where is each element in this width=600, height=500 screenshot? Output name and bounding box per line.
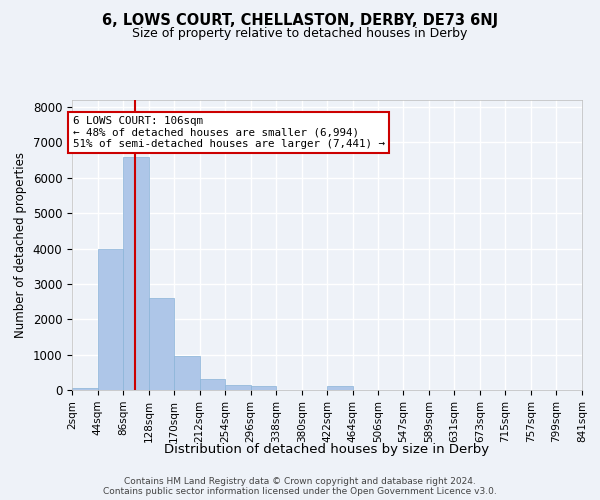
Text: Size of property relative to detached houses in Derby: Size of property relative to detached ho… [133,28,467,40]
Bar [328,386,353,390]
Bar [251,386,276,390]
Bar [123,156,149,390]
Text: 6 LOWS COURT: 106sqm
← 48% of detached houses are smaller (6,994)
51% of semi-de: 6 LOWS COURT: 106sqm ← 48% of detached h… [73,116,385,149]
Text: Contains HM Land Registry data © Crown copyright and database right 2024.: Contains HM Land Registry data © Crown c… [124,478,476,486]
Bar [98,248,123,390]
Y-axis label: Number of detached properties: Number of detached properties [14,152,27,338]
Bar [225,384,251,390]
Bar [72,388,98,390]
Bar [174,356,200,390]
Bar [200,380,225,390]
Text: Contains public sector information licensed under the Open Government Licence v3: Contains public sector information licen… [103,488,497,496]
Text: Distribution of detached houses by size in Derby: Distribution of detached houses by size … [164,442,490,456]
Bar [149,298,174,390]
Text: 6, LOWS COURT, CHELLASTON, DERBY, DE73 6NJ: 6, LOWS COURT, CHELLASTON, DERBY, DE73 6… [102,12,498,28]
